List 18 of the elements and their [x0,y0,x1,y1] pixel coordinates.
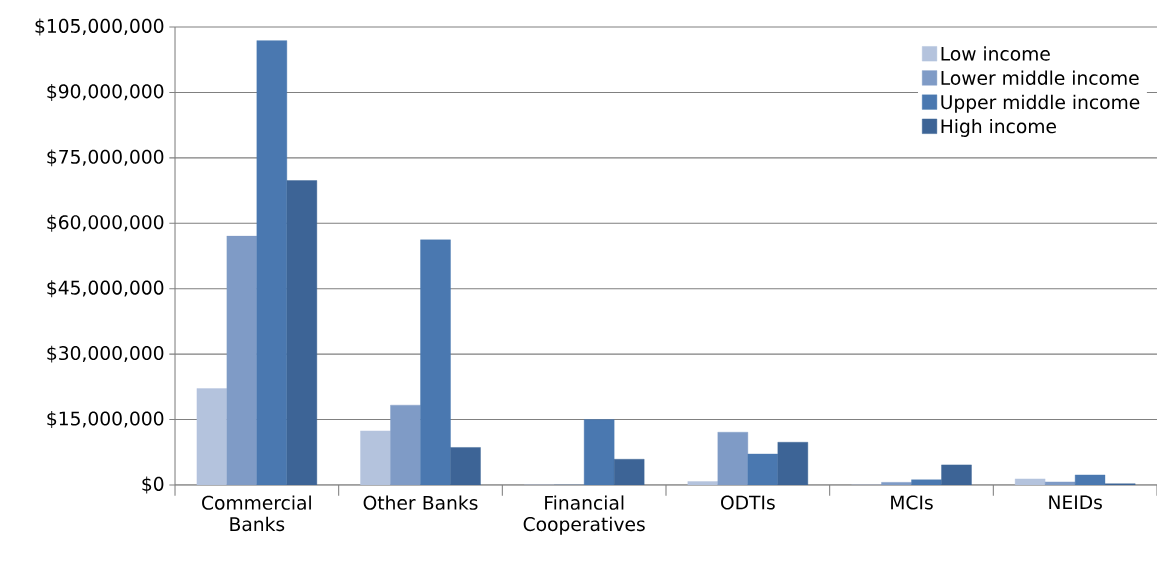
x-tick-label: ODTIs [721,495,775,510]
x-tick-label: Financial Cooperatives [523,495,645,535]
y-tick-label: $75,000,000 [47,149,164,167]
x-tick-label: Commercial Banks [202,495,311,532]
y-tick-label: $105,000,000 [35,18,164,36]
legend-label: Low income [941,46,1050,61]
y-tick-label: $60,000,000 [47,214,164,232]
y-tick-label: $45,000,000 [47,280,164,298]
y-tick-label: $0 [142,476,164,494]
x-tick-label: MCIs [891,495,933,510]
y-tick-label: $15,000,000 [47,411,164,429]
x-tick-label: Other Banks [363,495,478,510]
legend-label: High income [941,118,1056,137]
legend-label: Lower middle income [941,70,1139,85]
y-tick-label: $30,000,000 [47,345,164,363]
x-tick-label: NEIDs [1049,495,1102,510]
y-tick-label: $90,000,000 [47,83,164,101]
legend-label: Upper middle income [941,94,1140,113]
